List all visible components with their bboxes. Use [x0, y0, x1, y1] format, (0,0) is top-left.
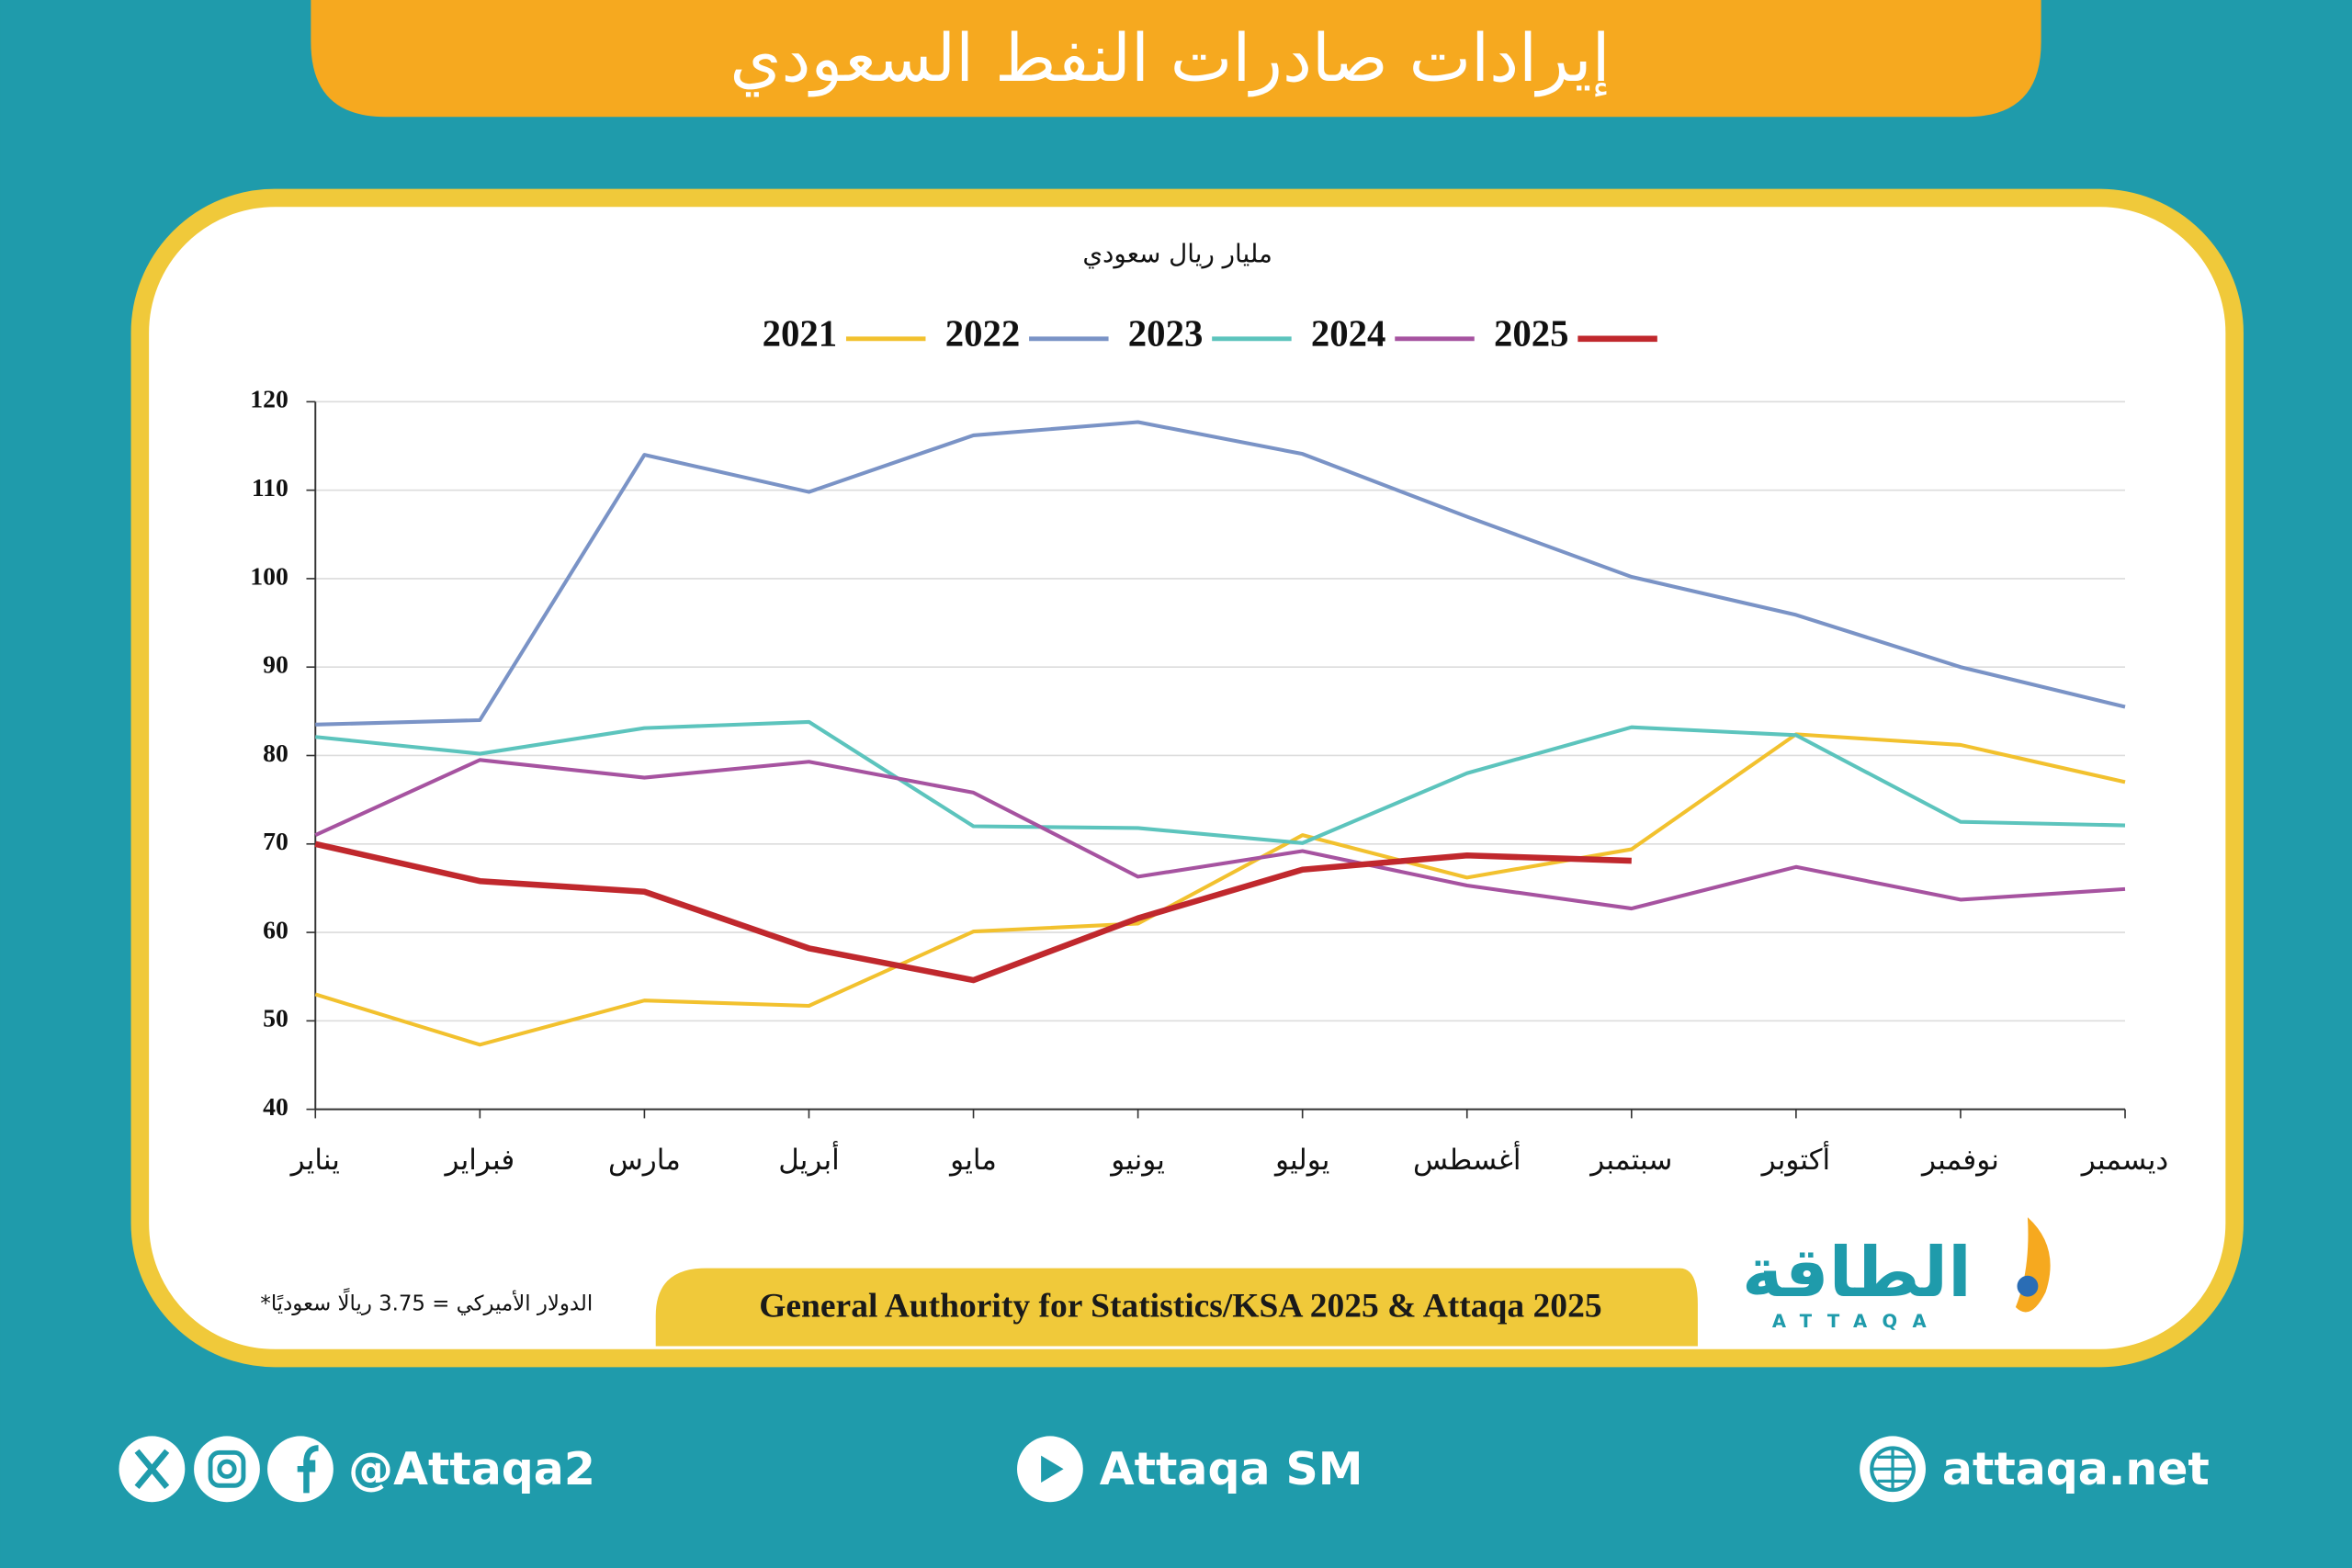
youtube-handle[interactable]: Attaqa SM	[1100, 1443, 1363, 1495]
series-line	[314, 732, 2126, 1047]
legend-label: 2025	[1494, 313, 1569, 355]
instagram-glyph	[208, 1450, 246, 1488]
youtube-glyph	[1041, 1455, 1064, 1483]
y-tick-label: 40	[263, 1093, 288, 1122]
x-tick-label: يوليو	[1273, 1144, 1329, 1177]
plot: 40 50 60 70 80 90 100 110 120 يناير فبراير مارس أبري…	[250, 313, 2168, 1178]
legend-label: 2023	[1128, 313, 1204, 355]
instagram-lens	[217, 1459, 237, 1479]
y-tick-label: 80	[263, 739, 288, 768]
source: General Authority for Statistics/KSA 202…	[759, 1287, 1601, 1325]
logo-latin: ATTAQA	[1772, 1311, 1941, 1332]
y-tick-label: 120	[250, 386, 288, 414]
x-tick-label: ديسمبر	[2080, 1144, 2168, 1177]
legend-label: 2022	[945, 313, 1021, 355]
y-tick-label: 110	[252, 474, 288, 502]
title-banner	[311, 0, 2041, 118]
y-tick-label: 90	[263, 651, 288, 680]
chart-panel	[130, 188, 2244, 1368]
facebook-glyph	[297, 1445, 319, 1494]
series-line	[314, 758, 2126, 911]
logo-name: الطاقة	[1742, 1232, 1972, 1313]
series-line	[314, 840, 1632, 984]
website[interactable]: attaqa.net	[1942, 1443, 2210, 1495]
x-tick-label: أكتوبر	[1760, 1141, 1830, 1177]
y-tick-label: 70	[263, 828, 288, 856]
footnote: *الدولار الأميركي = 3.75 ريالًا سعوديًا	[260, 1288, 593, 1315]
logo-drop	[2017, 1275, 2039, 1297]
source-box	[655, 1268, 1698, 1347]
title: إيرادات صادرات النفط السعودي	[729, 19, 1610, 97]
x-tick-label: مارس	[608, 1144, 681, 1177]
series-line	[315, 719, 2126, 845]
instagram-icon[interactable]	[194, 1436, 260, 1503]
x-glyph	[134, 1449, 170, 1489]
x-tick-label: أبريل	[778, 1141, 839, 1177]
series-line	[315, 420, 2126, 727]
x-tick-label: فبراير	[444, 1144, 515, 1177]
x-tick-label: يناير	[289, 1144, 340, 1177]
legend-label: 2024	[1311, 313, 1386, 355]
y-tick-label: 100	[250, 562, 288, 591]
x-tick-label: أغسطس	[1413, 1141, 1521, 1177]
globe-lines	[1871, 1448, 1914, 1491]
social-handle[interactable]: @Attaqa2	[348, 1443, 595, 1495]
unit-label: مليار ريال سعودي	[1082, 238, 1272, 268]
x-tick-label: نوفمبر	[1920, 1144, 1999, 1177]
y-tick-label: 60	[263, 916, 288, 944]
footer: @Attaqa2 Attaqa SM attaqa.net	[119, 1436, 2210, 1503]
logo: الطاقة ATTAQA	[1742, 1217, 2051, 1332]
legend-label: 2021	[763, 313, 838, 355]
x-tick-label: مايو	[948, 1144, 997, 1177]
y-tick-label: 50	[263, 1005, 288, 1033]
x-tick-label: سبتمبر	[1589, 1144, 1672, 1177]
x-tick-label: يونيو	[1109, 1144, 1165, 1177]
